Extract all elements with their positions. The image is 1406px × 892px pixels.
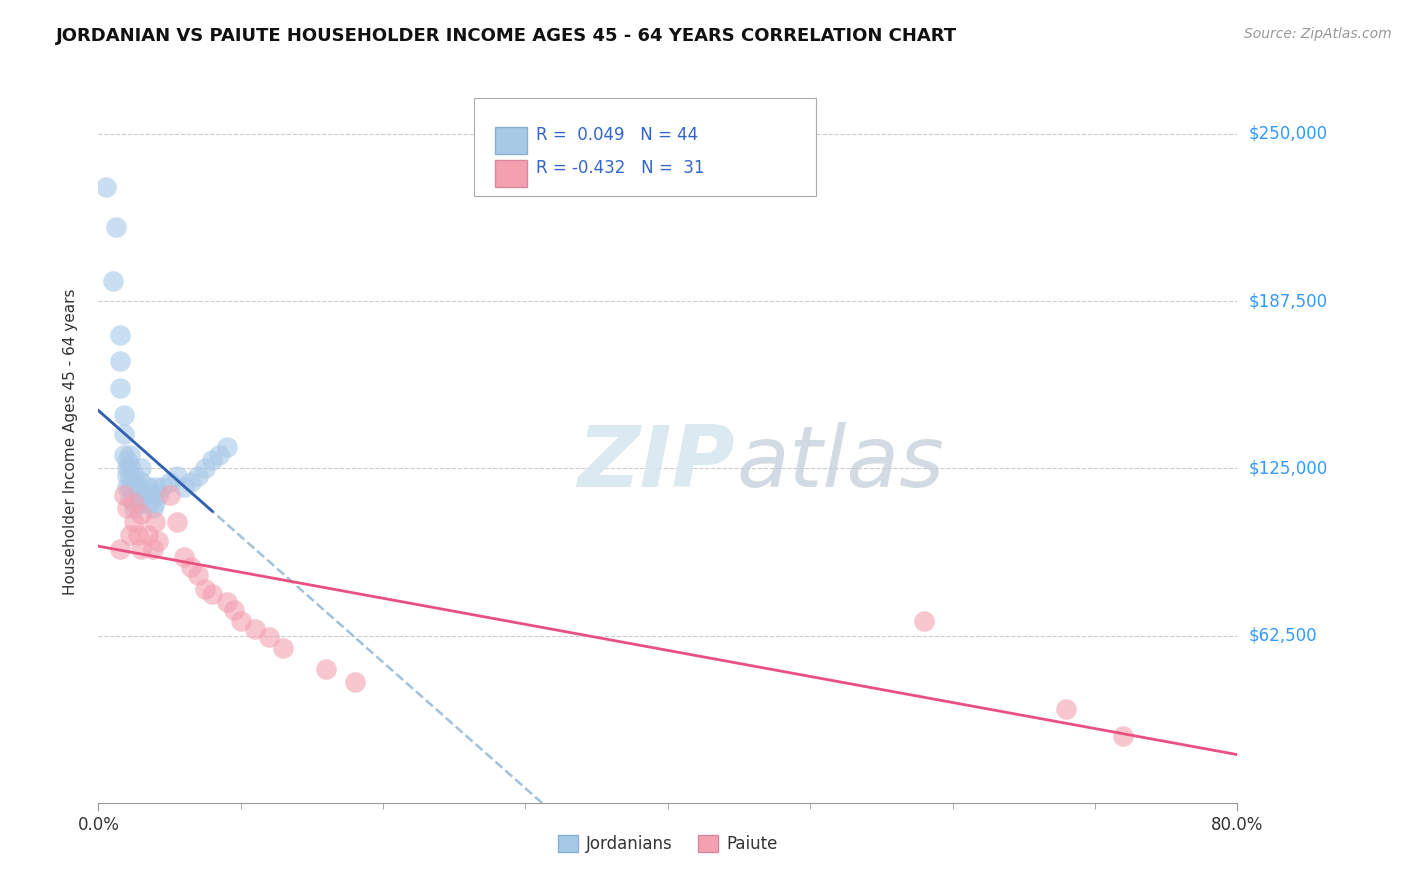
Point (129, 507, 152, 521)
Point (152, 480, 174, 494)
Text: $187,500: $187,500 (1249, 292, 1327, 310)
Point (315, 662, 337, 676)
Point (118, 458, 141, 473)
Point (343, 675, 366, 690)
Point (215, 595, 238, 609)
Point (104, 220, 127, 235)
Point (108, 354, 131, 368)
Point (159, 475, 181, 489)
Text: R =  0.049   N = 44: R = 0.049 N = 44 (536, 126, 697, 144)
Point (141, 541, 163, 556)
Point (122, 469, 145, 483)
Point (912, 614, 935, 628)
Point (129, 541, 152, 556)
Point (118, 448, 141, 462)
Legend: Jordanians, Paiute: Jordanians, Paiute (551, 828, 785, 860)
Point (148, 488, 170, 502)
Text: Source: ZipAtlas.com: Source: ZipAtlas.com (1244, 27, 1392, 41)
Point (180, 475, 202, 489)
Point (108, 541, 131, 556)
Text: atlas: atlas (737, 422, 945, 505)
Point (129, 461, 152, 475)
Text: $62,500: $62,500 (1249, 626, 1317, 645)
Point (159, 488, 181, 502)
Text: $250,000: $250,000 (1249, 125, 1327, 143)
Point (122, 496, 145, 510)
Point (118, 491, 141, 505)
Point (166, 469, 188, 483)
Point (1056, 702, 1078, 716)
Bar (495, 127, 527, 154)
Point (145, 496, 167, 510)
Point (145, 515, 167, 529)
Point (115, 501, 138, 516)
Point (243, 622, 266, 636)
Point (122, 480, 145, 494)
Point (145, 480, 167, 494)
Point (173, 549, 195, 564)
Point (108, 381, 131, 395)
Point (166, 515, 188, 529)
Point (180, 560, 202, 574)
Text: JORDANIAN VS PAIUTE HOUSEHOLDER INCOME AGES 45 - 64 YEARS CORRELATION CHART: JORDANIAN VS PAIUTE HOUSEHOLDER INCOME A… (56, 27, 957, 45)
Point (122, 515, 145, 529)
Point (215, 440, 238, 454)
Point (112, 448, 135, 462)
Point (201, 453, 224, 467)
Point (187, 568, 209, 582)
Point (112, 408, 135, 422)
Text: ZIP: ZIP (576, 422, 734, 505)
Point (101, 274, 124, 288)
Point (112, 426, 135, 441)
Point (259, 630, 281, 644)
Point (112, 488, 135, 502)
Point (122, 501, 145, 516)
Point (141, 488, 163, 502)
Point (208, 448, 231, 462)
Point (194, 461, 217, 475)
Point (115, 480, 138, 494)
Point (118, 528, 141, 542)
Point (118, 480, 141, 494)
Point (141, 501, 163, 516)
Point (129, 488, 152, 502)
Point (129, 475, 152, 489)
Point (127, 480, 149, 494)
Point (222, 603, 245, 617)
Y-axis label: Householder Income Ages 45 - 64 years: Householder Income Ages 45 - 64 years (63, 288, 77, 595)
Point (115, 453, 138, 467)
Point (201, 587, 224, 601)
Point (115, 469, 138, 483)
Point (118, 469, 141, 483)
Point (94, 180, 117, 194)
Point (273, 640, 295, 655)
Point (173, 480, 195, 494)
Point (187, 469, 209, 483)
Point (136, 480, 159, 494)
Point (136, 496, 159, 510)
FancyBboxPatch shape (474, 98, 815, 196)
Point (115, 461, 138, 475)
Point (1112, 729, 1135, 743)
Point (194, 582, 217, 596)
Point (148, 533, 170, 548)
Point (127, 528, 149, 542)
Point (127, 496, 149, 510)
Bar (495, 160, 527, 187)
Point (108, 327, 131, 342)
Text: $125,000: $125,000 (1249, 459, 1327, 477)
Point (136, 528, 159, 542)
Point (229, 614, 252, 628)
Text: R = -0.432   N =  31: R = -0.432 N = 31 (536, 159, 704, 177)
Point (122, 488, 145, 502)
